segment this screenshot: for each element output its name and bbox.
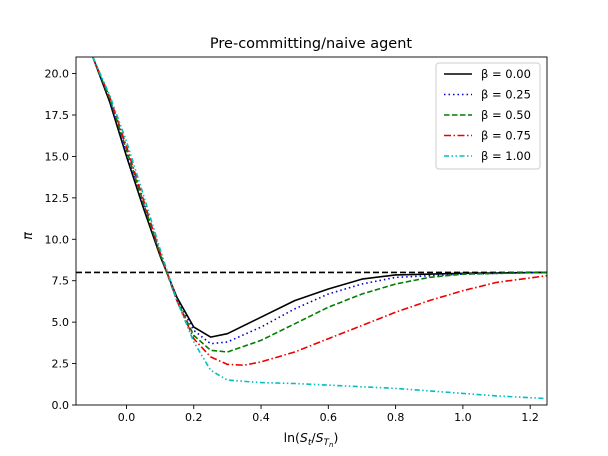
- y-tick-label: 7.5: [52, 275, 70, 288]
- y-axis-label: π: [21, 232, 36, 240]
- legend-box: [435, 62, 541, 170]
- series-line-4: [92, 57, 544, 400]
- legend-label-4: β = 1.00: [481, 149, 531, 163]
- series-line-0: [92, 57, 547, 338]
- series-line-2: [92, 57, 547, 353]
- axes: 0.0 0.2 0.4 0.6 0.8 1.0 1.2 0.0 2.5 5.0 7.5 10.0 12.…: [45, 56, 548, 424]
- legend-label-0: β = 0.00: [481, 67, 531, 81]
- y-tick-label: 12.5: [45, 192, 70, 205]
- x-tick-label: 1.2: [521, 411, 539, 424]
- plot-area: [76, 57, 547, 400]
- chart-title: Pre-committing/naive agent: [210, 36, 413, 52]
- x-tick-label: 0.6: [320, 411, 338, 424]
- x-tick-label: 0.8: [387, 411, 405, 424]
- x-tick-label: 0.0: [118, 411, 136, 424]
- x-tick-label: 0.4: [252, 411, 270, 424]
- x-axis-label: ln(St/STn): [284, 430, 339, 449]
- legend-label-2: β = 0.50: [481, 108, 531, 122]
- y-tick-label: 5.0: [52, 316, 70, 329]
- y-tick-label: 17.5: [45, 109, 70, 122]
- legend-label-1: β = 0.25: [481, 88, 531, 102]
- legend: β = 0.00 β = 0.25 β = 0.50 β = 0.75 β = 1.00: [435, 62, 541, 170]
- x-tick-label: 0.2: [185, 411, 203, 424]
- axes-frame: [75, 56, 548, 406]
- y-tick-label: 10.0: [45, 233, 70, 246]
- y-tick-label: 20.0: [45, 68, 70, 81]
- series-line-3: [92, 57, 547, 367]
- y-tick-label: 2.5: [52, 358, 70, 371]
- y-tick-label: 0.0: [52, 399, 70, 412]
- x-tick-label: 1.0: [454, 411, 472, 424]
- y-tick-label: 15.0: [45, 150, 70, 163]
- legend-label-3: β = 0.75: [481, 129, 531, 143]
